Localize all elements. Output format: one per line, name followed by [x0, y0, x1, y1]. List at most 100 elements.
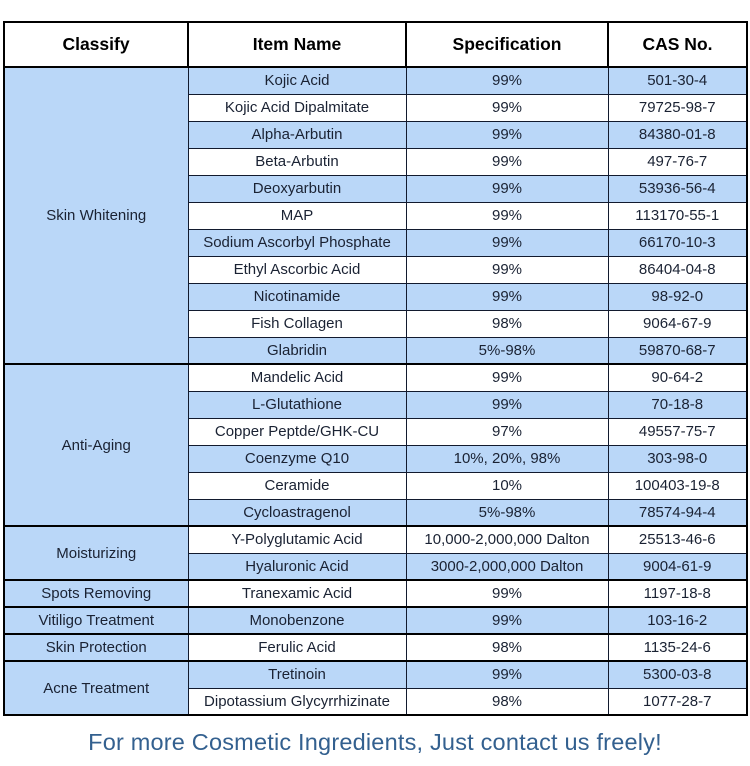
header-classify: Classify: [3, 21, 189, 68]
cas-no-cell: 113170-55-1: [607, 201, 748, 230]
table-row: Hyaluronic Acid 3000-2,000,000 Dalton 9004…: [4, 552, 748, 581]
item-name-cell: Fish Collagen: [187, 309, 407, 338]
specification-cell: 99%: [405, 363, 609, 392]
item-name-cell: Nicotinamide: [187, 282, 407, 311]
footer-note: For more Cosmetic Ingredients, Just cont…: [88, 729, 662, 755]
item-name-cell: Tretinoin: [187, 660, 407, 689]
table-row: L-Glutathione 99% 70-18-8: [4, 390, 748, 419]
specification-cell: 99%: [405, 606, 609, 635]
table-row: Skin Whitening Kojic Acid 99% 501-30-4: [3, 66, 748, 365]
item-name-cell: Ferulic Acid: [187, 633, 407, 662]
classify-cell: Skin Whitening: [3, 66, 189, 365]
item-name-cell: Kojic Acid: [187, 66, 407, 95]
table-row: MAP 99% 113170-55-1: [4, 201, 748, 230]
table-row: Fish Collagen 98% 9064-67-9: [4, 309, 748, 338]
specification-cell: 99%: [405, 66, 609, 95]
specification-cell: 3000-2,000,000 Dalton: [405, 552, 609, 581]
header-item-name: Item Name: [187, 21, 407, 68]
item-name-cell: Cycloastragenol: [187, 498, 407, 527]
table-row: Coenzyme Q10 10%, 20%, 98% 303-98-0: [4, 444, 748, 473]
item-name-cell: Alpha-Arbutin: [187, 120, 407, 149]
item-name-cell: Copper Peptde/GHK-CU: [187, 417, 407, 446]
table-header-row: Classify Item Name Specification CAS No.: [3, 21, 748, 68]
table-row: Skin Protection Ferulic Acid 98% 1135-24-6: [3, 633, 748, 662]
item-name-cell: MAP: [187, 201, 407, 230]
cas-no-cell: 59870-68-7: [607, 336, 748, 365]
specification-cell: 99%: [405, 228, 609, 257]
specification-cell: 10%, 20%, 98%: [405, 444, 609, 473]
cas-no-cell: 84380-01-8: [607, 120, 748, 149]
specification-cell: 99%: [405, 660, 609, 689]
cas-no-cell: 9004-61-9: [607, 552, 748, 581]
cas-no-cell: 90-64-2: [607, 363, 748, 392]
item-name-cell: Glabridin: [187, 336, 407, 365]
cas-no-cell: 25513-46-6: [607, 525, 748, 554]
table-row: Dipotassium Glycyrrhizinate 98% 1077-28-7: [4, 687, 748, 716]
table-row: Alpha-Arbutin 99% 84380-01-8: [4, 120, 748, 149]
header-cas-no: CAS No.: [607, 21, 748, 68]
cas-no-cell: 1197-18-8: [607, 579, 748, 608]
table-row: Beta-Arbutin 99% 497-76-7: [4, 147, 748, 176]
specification-cell: 98%: [405, 687, 609, 716]
specification-cell: 10%: [405, 471, 609, 500]
item-name-cell: Ethyl Ascorbic Acid: [187, 255, 407, 284]
item-name-cell: Hyaluronic Acid: [187, 552, 407, 581]
cas-no-cell: 78574-94-4: [607, 498, 748, 527]
table-row: Copper Peptde/GHK-CU 97% 49557-75-7: [4, 417, 748, 446]
table-row: Nicotinamide 99% 98-92-0: [4, 282, 748, 311]
cas-no-cell: 1077-28-7: [607, 687, 748, 716]
specification-cell: 99%: [405, 282, 609, 311]
table-row: Anti-Aging Mandelic Acid 99% 90-64-2: [3, 363, 748, 527]
item-name-cell: Monobenzone: [187, 606, 407, 635]
cas-no-cell: 70-18-8: [607, 390, 748, 419]
cas-no-cell: 501-30-4: [607, 66, 748, 95]
cas-no-cell: 49557-75-7: [607, 417, 748, 446]
cas-no-cell: 497-76-7: [607, 147, 748, 176]
table-row: Kojic Acid Dipalmitate 99% 79725-98-7: [4, 93, 748, 122]
specification-cell: 98%: [405, 309, 609, 338]
classify-cell: Anti-Aging: [3, 363, 189, 527]
specification-cell: 99%: [405, 579, 609, 608]
specification-cell: 99%: [405, 120, 609, 149]
cas-no-cell: 53936-56-4: [607, 174, 748, 203]
item-name-cell: Ceramide: [187, 471, 407, 500]
header-specification: Specification: [405, 21, 609, 68]
cas-no-cell: 1135-24-6: [607, 633, 748, 662]
item-name-cell: Kojic Acid Dipalmitate: [187, 93, 407, 122]
classify-cell: Skin Protection: [3, 633, 189, 662]
specification-cell: 99%: [405, 201, 609, 230]
specification-cell: 99%: [405, 93, 609, 122]
specification-cell: 97%: [405, 417, 609, 446]
cas-no-cell: 98-92-0: [607, 282, 748, 311]
item-name-cell: Coenzyme Q10: [187, 444, 407, 473]
cas-no-cell: 100403-19-8: [607, 471, 748, 500]
item-name-cell: Dipotassium Glycyrrhizinate: [187, 687, 407, 716]
classify-cell: Spots Removing: [3, 579, 189, 608]
item-name-cell: L-Glutathione: [187, 390, 407, 419]
item-name-cell: Tranexamic Acid: [187, 579, 407, 608]
cas-no-cell: 303-98-0: [607, 444, 748, 473]
specification-cell: 98%: [405, 633, 609, 662]
specification-cell: 99%: [405, 255, 609, 284]
specification-cell: 10,000-2,000,000 Dalton: [405, 525, 609, 554]
cas-no-cell: 5300-03-8: [607, 660, 748, 689]
cas-no-cell: 79725-98-7: [607, 93, 748, 122]
cas-no-cell: 9064-67-9: [607, 309, 748, 338]
table-row: Acne Treatment Tretinoin 99% 5300-03-8: [3, 660, 748, 716]
item-name-cell: Y-Polyglutamic Acid: [187, 525, 407, 554]
specification-cell: 5%-98%: [405, 336, 609, 365]
item-name-cell: Mandelic Acid: [187, 363, 407, 392]
specification-cell: 99%: [405, 147, 609, 176]
table-row: Spots Removing Tranexamic Acid 99% 1197-18-…: [3, 579, 748, 608]
item-name-cell: Deoxyarbutin: [187, 174, 407, 203]
item-name-cell: Beta-Arbutin: [187, 147, 407, 176]
table-row: Ethyl Ascorbic Acid 99% 86404-04-8: [4, 255, 748, 284]
classify-cell: Moisturizing: [3, 525, 189, 581]
cas-no-cell: 86404-04-8: [607, 255, 748, 284]
table-body: Skin Whitening Kojic Acid 99% 501-30-4 Kojic…: [3, 66, 748, 716]
classify-cell: Acne Treatment: [3, 660, 189, 716]
ingredients-table: Classify Item Name Specification CAS No.…: [3, 21, 748, 716]
cas-no-cell: 103-16-2: [607, 606, 748, 635]
classify-cell: Vitiligo Treatment: [3, 606, 189, 635]
table-row: Deoxyarbutin 99% 53936-56-4: [4, 174, 748, 203]
